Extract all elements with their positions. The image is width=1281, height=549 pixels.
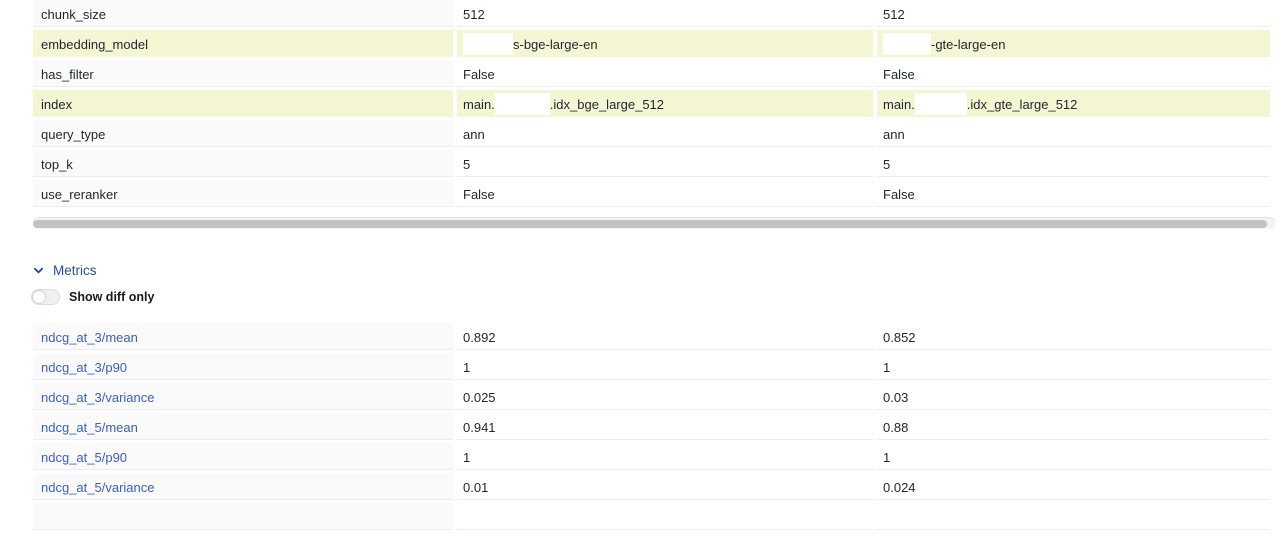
metric-name-cell: ndcg_at_5/variance: [33, 473, 453, 503]
param-value-run2: ann: [877, 120, 1270, 150]
param-value-text: main.: [463, 97, 495, 112]
redacted-value-mask: [463, 33, 513, 56]
param-row-diff: embedding_model s-bge-large-en -gte-larg…: [33, 30, 1270, 60]
param-value-run2: main. .idx_gte_large_512: [877, 90, 1270, 120]
param-name: index: [33, 90, 453, 120]
param-row: use_reranker False False: [33, 180, 1270, 210]
param-name: query_type: [33, 120, 453, 150]
show-diff-only-row: Show diff only: [31, 289, 1281, 305]
param-name: chunk_size: [33, 0, 453, 30]
metric-value-run2: [877, 503, 1270, 533]
param-row-diff: index main. .idx_bge_large_512 main. .idx_…: [33, 90, 1270, 120]
metric-value-run2: 1: [877, 353, 1270, 383]
metric-name-cell: ndcg_at_3/variance: [33, 383, 453, 413]
metric-name-cell: ndcg_at_5/p90: [33, 443, 453, 473]
param-value-text: main.: [883, 97, 915, 112]
param-value-run1: ann: [457, 120, 873, 150]
horizontal-scrollbar[interactable]: [33, 217, 1276, 229]
metric-link[interactable]: ndcg_at_3/variance: [41, 390, 155, 405]
metric-value-run1: [457, 503, 873, 533]
param-value-text: .idx_bge_large_512: [549, 97, 665, 112]
parameters-table: chunk_size 512 512 embedding_model s-bge…: [33, 0, 1270, 210]
param-value-text: s-bge-large-en: [513, 37, 598, 52]
metric-value-run2: 1: [877, 443, 1270, 473]
param-value-text: .idx_gte_large_512: [966, 97, 1078, 112]
metric-row: ndcg_at_3/p90 1 1: [33, 353, 1270, 383]
metric-link[interactable]: ndcg_at_5/p90: [41, 450, 128, 465]
metrics-section-header[interactable]: Metrics: [33, 263, 1281, 278]
metric-value-run1: 1: [457, 353, 873, 383]
metric-link[interactable]: ndcg_at_5/variance: [41, 480, 155, 495]
param-value-run2: False: [877, 180, 1270, 210]
param-value-run1: main. .idx_bge_large_512: [457, 90, 873, 120]
metrics-section-title: Metrics: [53, 263, 97, 278]
param-value-text: -gte-large-en: [931, 37, 1006, 52]
metric-name-cell: [33, 503, 453, 533]
metrics-table: ndcg_at_3/mean 0.892 0.852 ndcg_at_3/p90…: [33, 323, 1270, 533]
toggle-knob: [32, 290, 46, 304]
param-row: chunk_size 512 512: [33, 0, 1270, 30]
metric-value-run2: 0.88: [877, 413, 1270, 443]
param-value-run2: 512: [877, 0, 1270, 30]
metric-value-run1: 0.025: [457, 383, 873, 413]
param-value-run1: False: [457, 60, 873, 90]
metric-row: ndcg_at_3/mean 0.892 0.852: [33, 323, 1270, 353]
metric-link[interactable]: ndcg_at_3/mean: [41, 330, 138, 345]
redacted-value-mask: [494, 93, 550, 116]
param-value-run1: 5: [457, 150, 873, 180]
metric-value-run2: 0.852: [877, 323, 1270, 353]
metric-row-clipped: [33, 503, 1270, 533]
param-row: has_filter False False: [33, 60, 1270, 90]
param-name: has_filter: [33, 60, 453, 90]
metric-value-run1: 0.941: [457, 413, 873, 443]
metric-name-cell: ndcg_at_3/p90: [33, 353, 453, 383]
metric-value-run1: 0.01: [457, 473, 873, 503]
metric-value-run1: 1: [457, 443, 873, 473]
metric-name-cell: ndcg_at_3/mean: [33, 323, 453, 353]
param-value-run1: 512: [457, 0, 873, 30]
metrics-section: ndcg_at_3/mean 0.892 0.852 ndcg_at_3/p90…: [0, 323, 1281, 533]
show-diff-only-toggle[interactable]: [31, 289, 60, 305]
param-value-run1: s-bge-large-en: [457, 30, 873, 60]
param-row: top_k 5 5: [33, 150, 1270, 180]
param-value-run1: False: [457, 180, 873, 210]
metric-value-run1: 0.892: [457, 323, 873, 353]
metric-value-run2: 0.03: [877, 383, 1270, 413]
metric-row: ndcg_at_3/variance 0.025 0.03: [33, 383, 1270, 413]
metric-name-cell: ndcg_at_5/mean: [33, 413, 453, 443]
metric-link[interactable]: ndcg_at_5/mean: [41, 420, 138, 435]
metric-row: ndcg_at_5/p90 1 1: [33, 443, 1270, 473]
parameters-section: chunk_size 512 512 embedding_model s-bge…: [0, 0, 1281, 210]
param-row: query_type ann ann: [33, 120, 1270, 150]
param-name: embedding_model: [33, 30, 453, 60]
show-diff-only-label: Show diff only: [69, 290, 155, 304]
param-name: use_reranker: [33, 180, 453, 210]
param-value-run2: 5: [877, 150, 1270, 180]
horizontal-scrollbar-thumb[interactable]: [33, 220, 1267, 228]
redacted-value-mask: [883, 33, 931, 56]
param-value-run2: False: [877, 60, 1270, 90]
redacted-value-mask: [914, 93, 967, 116]
metric-row: ndcg_at_5/mean 0.941 0.88: [33, 413, 1270, 443]
param-value-run2: -gte-large-en: [877, 30, 1270, 60]
param-name: top_k: [33, 150, 453, 180]
chevron-down-icon: [33, 265, 44, 276]
metric-value-run2: 0.024: [877, 473, 1270, 503]
metric-link[interactable]: ndcg_at_3/p90: [41, 360, 128, 375]
metric-row: ndcg_at_5/variance 0.01 0.024: [33, 473, 1270, 503]
